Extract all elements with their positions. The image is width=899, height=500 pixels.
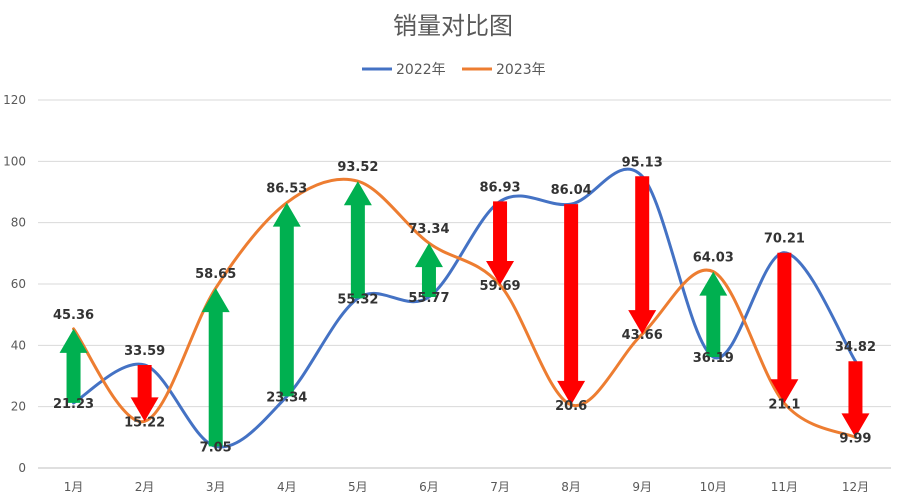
data-label-s0-8: 86.04 bbox=[551, 183, 592, 198]
y-tick-label-60: 60 bbox=[11, 277, 26, 291]
data-label-s1-8: 20.6 bbox=[555, 399, 587, 414]
data-label-s1-12: 9.99 bbox=[839, 431, 871, 446]
x-tick-label-6: 6月 bbox=[419, 480, 439, 494]
down-arrow-11 bbox=[770, 252, 799, 404]
data-label-s1-10: 64.03 bbox=[693, 251, 734, 266]
x-tick-label-1: 1月 bbox=[64, 480, 84, 494]
down-arrow-8 bbox=[557, 204, 586, 405]
x-tick-label-12: 12月 bbox=[842, 480, 869, 494]
x-tick-label-9: 9月 bbox=[632, 480, 652, 494]
down-arrow-7 bbox=[486, 201, 515, 285]
data-label-s1-4: 86.53 bbox=[266, 182, 307, 197]
y-tick-label-100: 100 bbox=[3, 154, 26, 168]
legend-label-2022: 2022年 bbox=[396, 62, 446, 78]
chart-title: 销量对比图 bbox=[393, 12, 513, 40]
x-tick-label-4: 4月 bbox=[277, 480, 297, 494]
legend-label-2023: 2023年 bbox=[496, 62, 546, 78]
data-label-s1-3: 58.65 bbox=[195, 267, 236, 282]
data-label-s0-1: 21.23 bbox=[53, 397, 94, 412]
x-tick-label-3: 3月 bbox=[206, 480, 226, 494]
series-line-1 bbox=[72, 177, 857, 439]
data-label-s0-10: 36.19 bbox=[693, 351, 734, 366]
y-tick-label-40: 40 bbox=[11, 338, 26, 352]
change-arrows bbox=[59, 176, 870, 447]
y-tick-label-120: 120 bbox=[3, 93, 26, 107]
data-label-s0-7: 86.93 bbox=[479, 180, 520, 195]
y-tick-label-80: 80 bbox=[11, 216, 26, 230]
up-arrow-5 bbox=[343, 181, 372, 299]
x-tick-label-5: 5月 bbox=[348, 480, 368, 494]
data-label-s0-5: 55.32 bbox=[337, 292, 378, 307]
up-arrow-6 bbox=[414, 243, 443, 297]
up-arrow-3 bbox=[201, 288, 230, 447]
data-label-s1-5: 93.52 bbox=[337, 160, 378, 175]
data-label-s0-2: 33.59 bbox=[124, 344, 165, 359]
series-lines bbox=[72, 167, 857, 449]
y-axis: 0 20 40 60 80 100 120 bbox=[3, 93, 26, 475]
gridlines bbox=[38, 99, 891, 469]
data-label-s0-3: 7.05 bbox=[200, 440, 232, 455]
x-tick-label-8: 8月 bbox=[561, 480, 581, 494]
down-arrow-2 bbox=[130, 364, 159, 422]
down-arrow-12 bbox=[841, 361, 870, 438]
data-label-s1-1: 45.36 bbox=[53, 308, 94, 323]
x-tick-label-11: 11月 bbox=[771, 480, 798, 494]
down-arrow-9 bbox=[628, 176, 657, 335]
x-tick-label-2: 2月 bbox=[135, 480, 155, 494]
data-label-s0-6: 55.77 bbox=[408, 291, 449, 306]
x-axis: 1月 2月 3月 4月 5月 6月 7月 8月 9月 10月 11月 12月 bbox=[64, 480, 869, 494]
data-label-s1-7: 59.69 bbox=[479, 279, 520, 294]
up-arrow-1 bbox=[59, 328, 88, 403]
up-arrow-4 bbox=[272, 202, 301, 397]
up-arrow-10 bbox=[699, 271, 728, 358]
x-tick-label-7: 7月 bbox=[490, 480, 510, 494]
x-tick-label-10: 10月 bbox=[700, 480, 727, 494]
data-label-s1-6: 73.34 bbox=[408, 222, 449, 237]
data-label-s1-2: 15.22 bbox=[124, 415, 165, 430]
data-label-s0-9: 95.13 bbox=[622, 155, 663, 170]
legend: 2022年 2023年 bbox=[362, 62, 546, 78]
y-tick-label-20: 20 bbox=[11, 400, 26, 414]
data-label-s0-11: 70.21 bbox=[764, 232, 805, 247]
data-labels: 45.36 21.23 33.59 15.22 58.65 7.05 86.53 23.34 9… bbox=[53, 155, 876, 455]
data-label-s1-9: 43.66 bbox=[622, 328, 663, 343]
y-tick-label-0: 0 bbox=[18, 461, 26, 475]
data-label-s0-12: 34.82 bbox=[835, 340, 876, 355]
data-label-s0-4: 23.34 bbox=[266, 390, 307, 405]
data-label-s1-11: 21.1 bbox=[768, 397, 800, 412]
